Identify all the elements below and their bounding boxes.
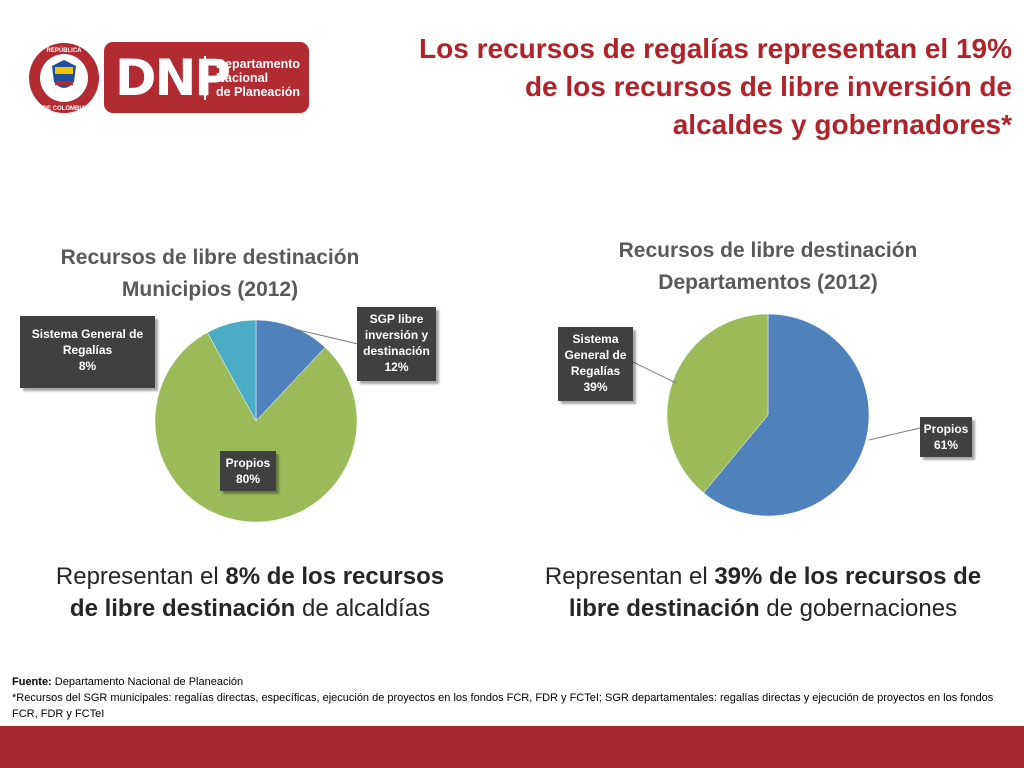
data-label-sgp-municipios: SGP libre inversión y destinación 12%	[357, 307, 436, 381]
pie-municipios-slice-1	[154, 332, 358, 523]
chart-title-municipios: Recursos de libre destinación Municipios…	[60, 242, 360, 306]
chart-title-departamentos-line1: Recursos de libre destinación	[618, 239, 918, 262]
data-label-text: Propios	[225, 456, 271, 470]
data-label-text: destinación	[363, 344, 430, 358]
data-label-text: inversión y	[364, 328, 429, 342]
data-label-sgr-departamentos: Sistema General de Regalías 39%	[558, 327, 633, 401]
data-label-value: 80%	[235, 472, 261, 486]
caption-bold: libre destinación	[568, 595, 760, 622]
dnp-logo-divider	[204, 56, 206, 100]
footnote: Fuente: Departamento Nacional de Planeac…	[12, 674, 1002, 722]
data-label-propios-departamentos: Propios 61%	[920, 417, 972, 457]
caption-text: de alcaldías	[295, 595, 431, 622]
dnp-logo-letters: DNP	[115, 49, 231, 107]
caption-text: Representan el	[55, 563, 226, 590]
chart-title-municipios-line1: Recursos de libre destinación	[60, 246, 360, 269]
pie-municipios-slice-2	[207, 319, 257, 422]
data-label-text: General de	[564, 348, 627, 362]
chart-title-departamentos: Recursos de libre destinación Departamen…	[568, 235, 968, 299]
data-label-sgr-municipios: Sistema General de Regalías 8%	[20, 316, 155, 388]
pie-municipios-slice-0	[255, 319, 326, 422]
chart-title-municipios-line2: Municipios (2012)	[121, 278, 299, 301]
dnp-logo: DNP Departamento Nacional de Planeación	[104, 42, 309, 113]
leader-line-sgp	[289, 327, 359, 345]
footer-red-bar	[0, 726, 1024, 768]
leader-line-sgr-dep	[632, 361, 677, 384]
caption-bold: 39% de los recursos de	[714, 563, 982, 590]
pie-departamentos-slice-0	[703, 313, 870, 517]
data-label-text: Regalías	[570, 364, 621, 378]
seal-text-top: REPÚBLICA	[46, 47, 82, 54]
source-line: Fuente: Departamento Nacional de Planeac…	[12, 674, 1002, 690]
caption-bold: 8% de los recursos	[225, 563, 445, 590]
caption-line: Representan el 8% de los recursos	[30, 561, 470, 593]
data-label-text: Sistema General de	[31, 327, 144, 341]
dnp-logo-subtitle: Departamento Nacional de Planeación	[216, 57, 301, 99]
colombia-seal-logo: REPÚBLICA DE COLOMBIA	[28, 42, 100, 114]
caption-departamentos: Representan el 39% de los recursos de li…	[520, 561, 1006, 625]
pie-chart-municipios	[154, 319, 358, 523]
data-label-text: SGP libre	[369, 312, 424, 326]
footnote-note: *Recursos del SGR municipales: regalías …	[12, 692, 994, 720]
caption-text: de gobernaciones	[759, 595, 958, 622]
caption-text: Representan el	[544, 563, 715, 590]
seal-text-bottom: DE COLOMBIA	[43, 106, 86, 112]
caption-line: de libre destinación de alcaldías	[30, 593, 470, 625]
caption-line: Representan el 39% de los recursos de	[520, 561, 1006, 593]
pie-chart-departamentos	[666, 313, 870, 517]
data-label-value: 12%	[384, 360, 409, 374]
data-label-value: 8%	[78, 359, 97, 373]
caption-municipios: Representan el 8% de los recursos de lib…	[30, 561, 470, 625]
caption-line: libre destinación de gobernaciones	[520, 593, 1006, 625]
data-label-value: 39%	[583, 380, 608, 394]
data-label-text: Regalías	[62, 343, 113, 357]
data-label-propios-municipios: Propios 80%	[220, 451, 276, 491]
pie-departamentos-slice-1	[666, 313, 769, 494]
data-label-text: Propios	[923, 422, 969, 436]
data-label-text: Sistema	[572, 332, 619, 346]
source-text: Departamento Nacional de Planeación	[51, 676, 244, 688]
leader-line-propios-dep	[868, 427, 921, 441]
source-label: Fuente:	[12, 676, 52, 688]
chart-title-departamentos-line2: Departamentos (2012)	[658, 271, 878, 294]
slide-title: Los recursos de regalías representan el …	[419, 33, 1012, 140]
data-label-value: 61%	[933, 438, 959, 452]
caption-bold: de libre destinación	[69, 595, 296, 622]
